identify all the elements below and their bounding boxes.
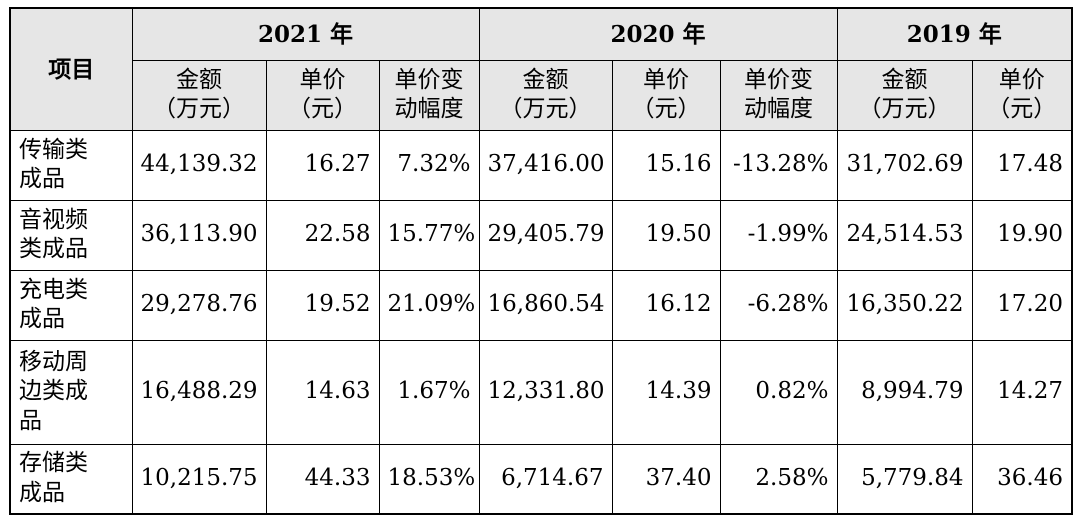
table-cell: 37,416.00 — [478, 129, 613, 201]
unit-price-header: 单价 （元） — [265, 59, 380, 131]
table-cell: 14.27 — [971, 339, 1073, 445]
row-label: 移动周 边类成品 — [9, 339, 133, 445]
table-cell: 8,994.79 — [836, 339, 973, 445]
table-cell: 29,405.79 — [478, 199, 613, 271]
row-label: 传输类 成品 — [9, 129, 133, 201]
table-row: 移动周 边类成品 16,488.29 14.63 1.67% 12,331.80 … — [9, 339, 1073, 445]
table-cell: 17.20 — [971, 269, 1073, 341]
price-change-header: 单价变 动幅度 — [378, 59, 480, 131]
table-cell: 36.46 — [971, 443, 1073, 515]
row-label: 音视频 类成品 — [9, 199, 133, 271]
table-cell: 21.09% — [378, 269, 480, 341]
table-row: 存储类 成品 10,215.75 44.33 18.53% 6,714.67 37… — [9, 443, 1073, 515]
table-cell: 14.63 — [265, 339, 380, 445]
table-cell: 6,714.67 — [478, 443, 613, 515]
table-cell: 16.27 — [265, 129, 380, 201]
table-cell: 29,278.76 — [131, 269, 267, 341]
table-cell: 14.39 — [611, 339, 721, 445]
table-cell: 2.58% — [719, 443, 838, 515]
table-cell: 17.48 — [971, 129, 1073, 201]
table-cell: -1.99% — [719, 199, 838, 271]
table-cell: -6.28% — [719, 269, 838, 341]
table-cell: 16,350.22 — [836, 269, 973, 341]
table-cell: 16,860.54 — [478, 269, 613, 341]
year-header-2021: 2021 年 — [131, 7, 480, 61]
table-cell: -13.28% — [719, 129, 838, 201]
table-cell: 37.40 — [611, 443, 721, 515]
table-row: 充电类 成品 29,278.76 19.52 21.09% 16,860.54 1… — [9, 269, 1073, 341]
table-cell: 10,215.75 — [131, 443, 267, 515]
table-cell: 44.33 — [265, 443, 380, 515]
table-cell: 15.16 — [611, 129, 721, 201]
table-row: 音视频 类成品 36,113.90 22.58 15.77% 29,405.79 … — [9, 199, 1073, 271]
row-label: 存储类 成品 — [9, 443, 133, 515]
table-cell: 12,331.80 — [478, 339, 613, 445]
unit-price-header: 单价 （元） — [611, 59, 721, 131]
amount-header: 金额 （万元） — [478, 59, 613, 131]
table-cell: 19.52 — [265, 269, 380, 341]
table-cell: 19.90 — [971, 199, 1073, 271]
table-cell: 44,139.32 — [131, 129, 267, 201]
financial-table: 项目 2021 年 2020 年 2019 年 金额 （万元） 单价 （元） 单价变… — [9, 7, 1073, 515]
table-cell: 5,779.84 — [836, 443, 973, 515]
amount-header: 金额 （万元） — [131, 59, 267, 131]
row-label: 充电类 成品 — [9, 269, 133, 341]
table-cell: 24,514.53 — [836, 199, 973, 271]
table-cell: 1.67% — [378, 339, 480, 445]
unit-price-header: 单价 （元） — [971, 59, 1073, 131]
table-cell: 16,488.29 — [131, 339, 267, 445]
table-cell: 15.77% — [378, 199, 480, 271]
year-header-2020: 2020 年 — [478, 7, 838, 61]
price-change-header: 单价变 动幅度 — [719, 59, 838, 131]
table-cell: 31,702.69 — [836, 129, 973, 201]
item-header: 项目 — [9, 7, 133, 131]
table-cell: 7.32% — [378, 129, 480, 201]
table-row: 传输类 成品 44,139.32 16.27 7.32% 37,416.00 15… — [9, 129, 1073, 201]
table-cell: 18.53% — [378, 443, 480, 515]
table-cell: 16.12 — [611, 269, 721, 341]
table-cell: 0.82% — [719, 339, 838, 445]
year-header-2019: 2019 年 — [836, 7, 1073, 61]
table-cell: 22.58 — [265, 199, 380, 271]
amount-header: 金额 （万元） — [836, 59, 973, 131]
table-cell: 36,113.90 — [131, 199, 267, 271]
table-cell: 19.50 — [611, 199, 721, 271]
